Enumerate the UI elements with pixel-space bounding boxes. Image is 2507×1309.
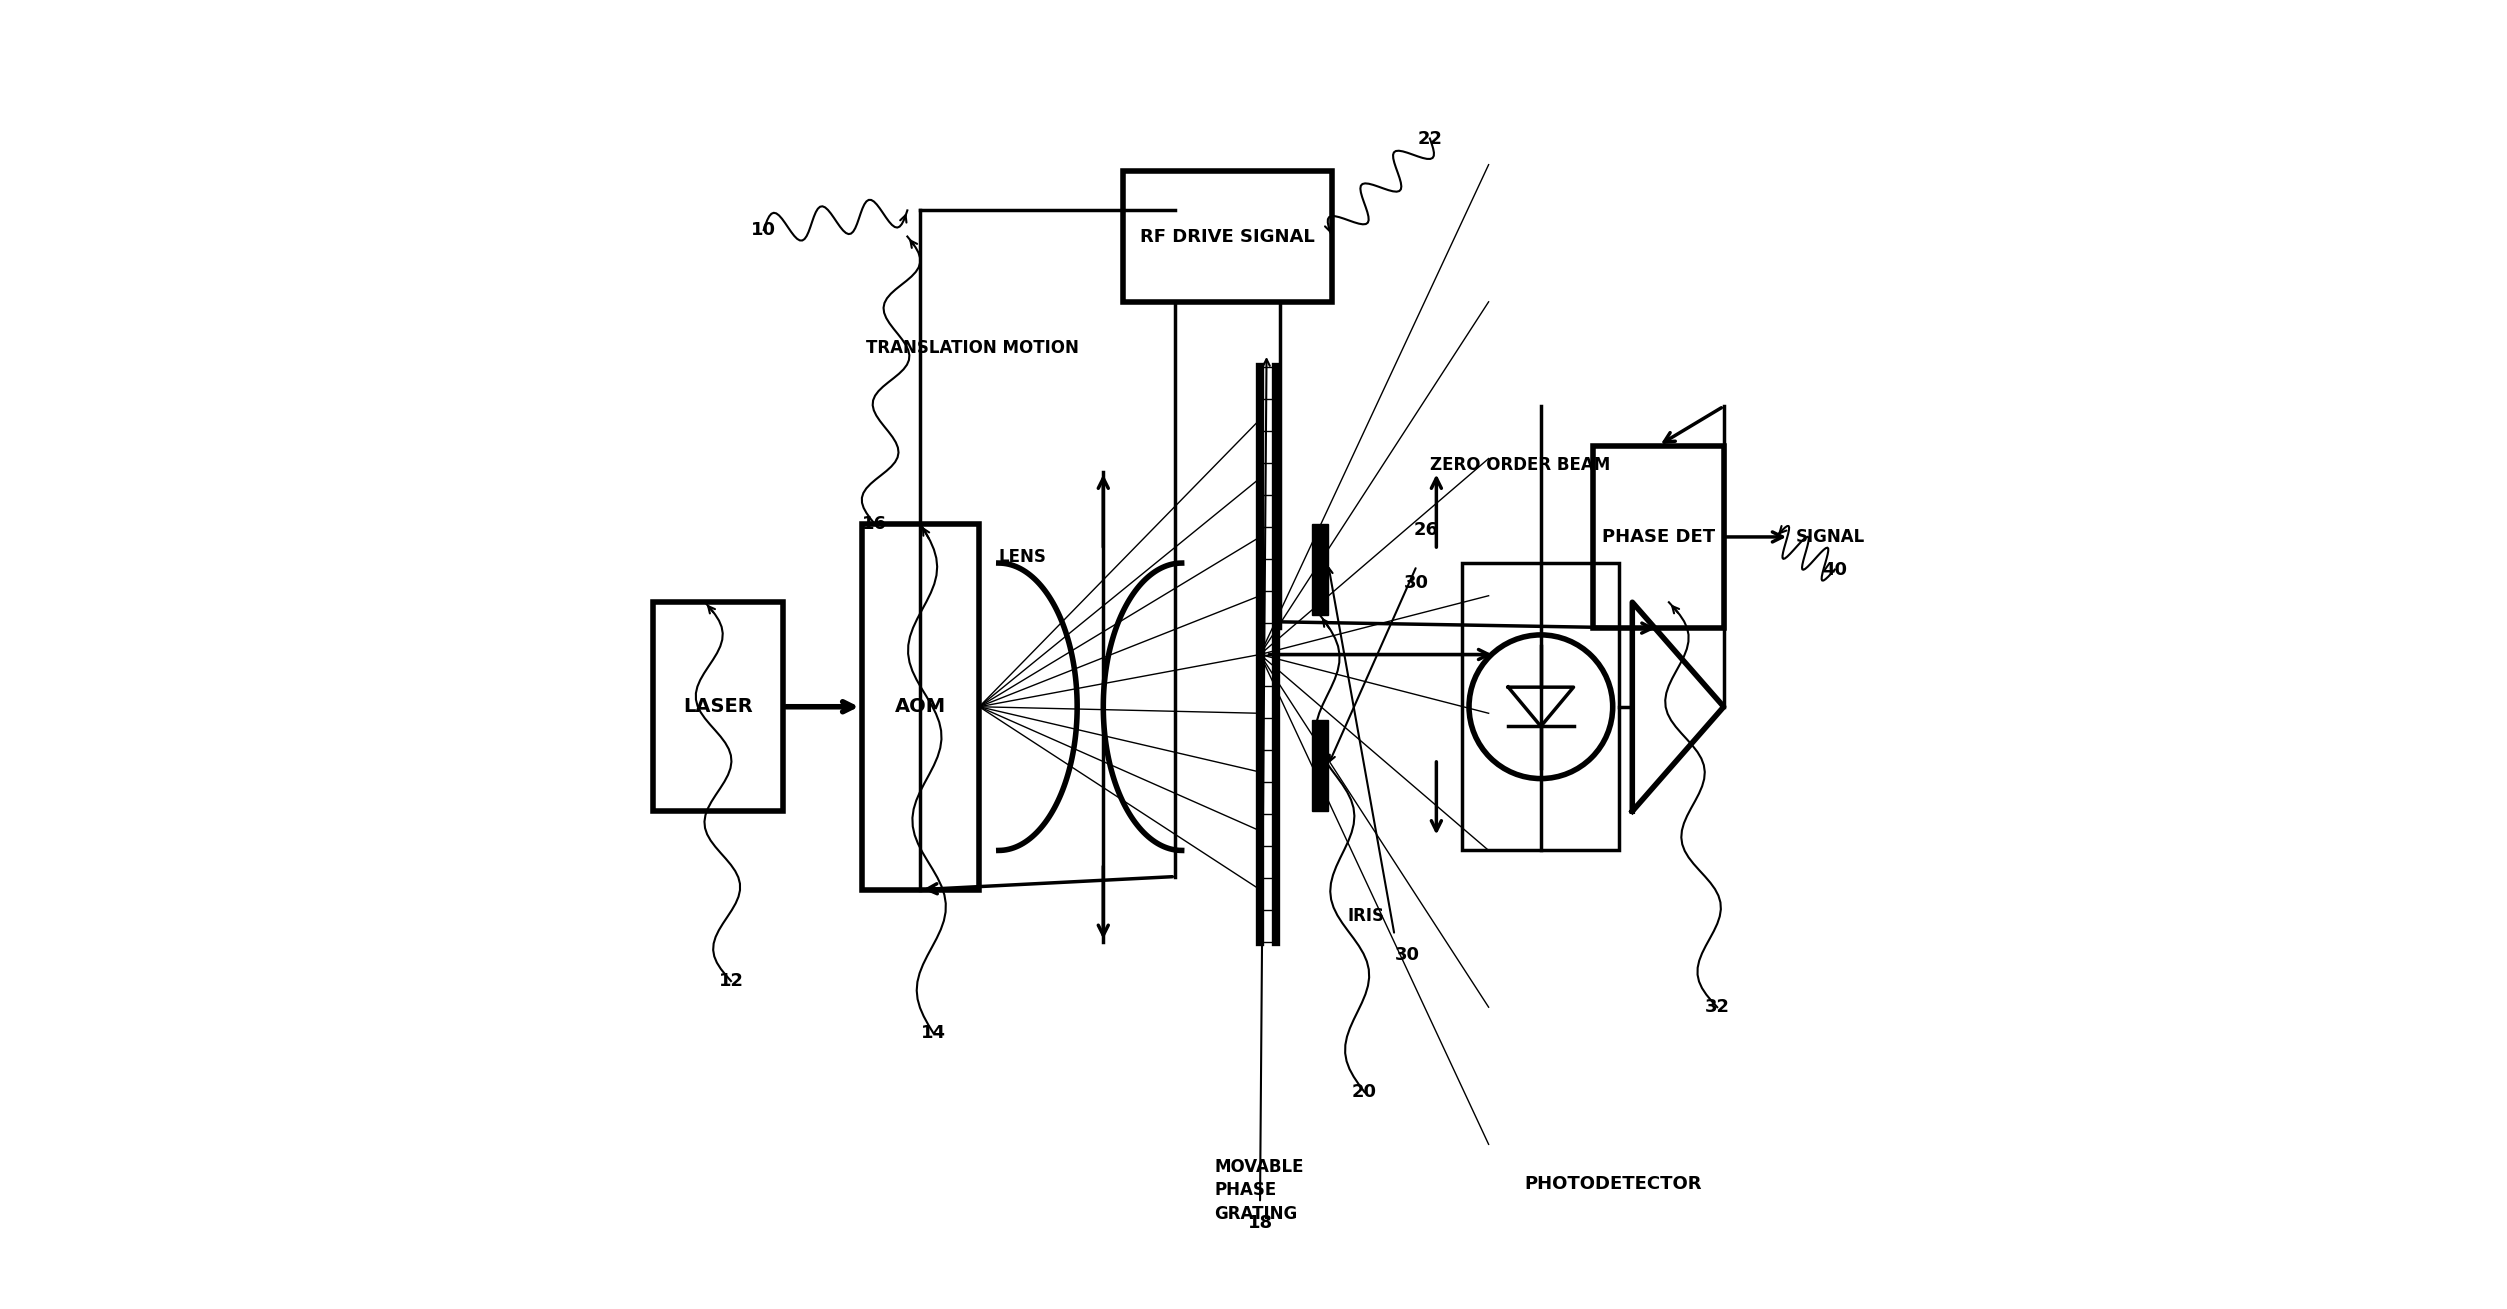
- Text: LASER: LASER: [682, 698, 752, 716]
- Bar: [1311, 720, 1329, 812]
- Text: 30: 30: [1404, 573, 1429, 592]
- Text: 12: 12: [720, 973, 745, 990]
- Bar: [1123, 171, 1331, 302]
- Text: 16: 16: [862, 514, 887, 533]
- Text: 18: 18: [1248, 1213, 1274, 1232]
- Text: IRIS: IRIS: [1349, 907, 1384, 924]
- Text: 14: 14: [920, 1025, 945, 1042]
- Text: LENS: LENS: [998, 547, 1045, 565]
- Text: 10: 10: [752, 221, 777, 240]
- Text: 30: 30: [1394, 946, 1419, 963]
- Text: 20: 20: [1351, 1083, 1376, 1101]
- Bar: [1462, 563, 1620, 851]
- Text: PHASE DET: PHASE DET: [1602, 528, 1715, 546]
- Text: TRANSLATION MOTION: TRANSLATION MOTION: [867, 339, 1078, 356]
- Text: 26: 26: [1414, 521, 1439, 539]
- Bar: [652, 602, 782, 812]
- Bar: [1592, 445, 1725, 628]
- Text: 32: 32: [1705, 999, 1730, 1016]
- Bar: [1311, 524, 1329, 615]
- Text: AOM: AOM: [895, 698, 945, 716]
- Text: PHOTODETECTOR: PHOTODETECTOR: [1524, 1174, 1702, 1192]
- Text: 40: 40: [1823, 560, 1848, 579]
- Bar: [862, 524, 980, 890]
- Text: RF DRIVE SIGNAL: RF DRIVE SIGNAL: [1141, 228, 1314, 246]
- Text: ZERO ORDER BEAM: ZERO ORDER BEAM: [1429, 456, 1609, 474]
- Text: SIGNAL: SIGNAL: [1795, 528, 1865, 546]
- Text: MOVABLE
PHASE
GRATING: MOVABLE PHASE GRATING: [1213, 1157, 1304, 1223]
- Text: 22: 22: [1416, 130, 1442, 148]
